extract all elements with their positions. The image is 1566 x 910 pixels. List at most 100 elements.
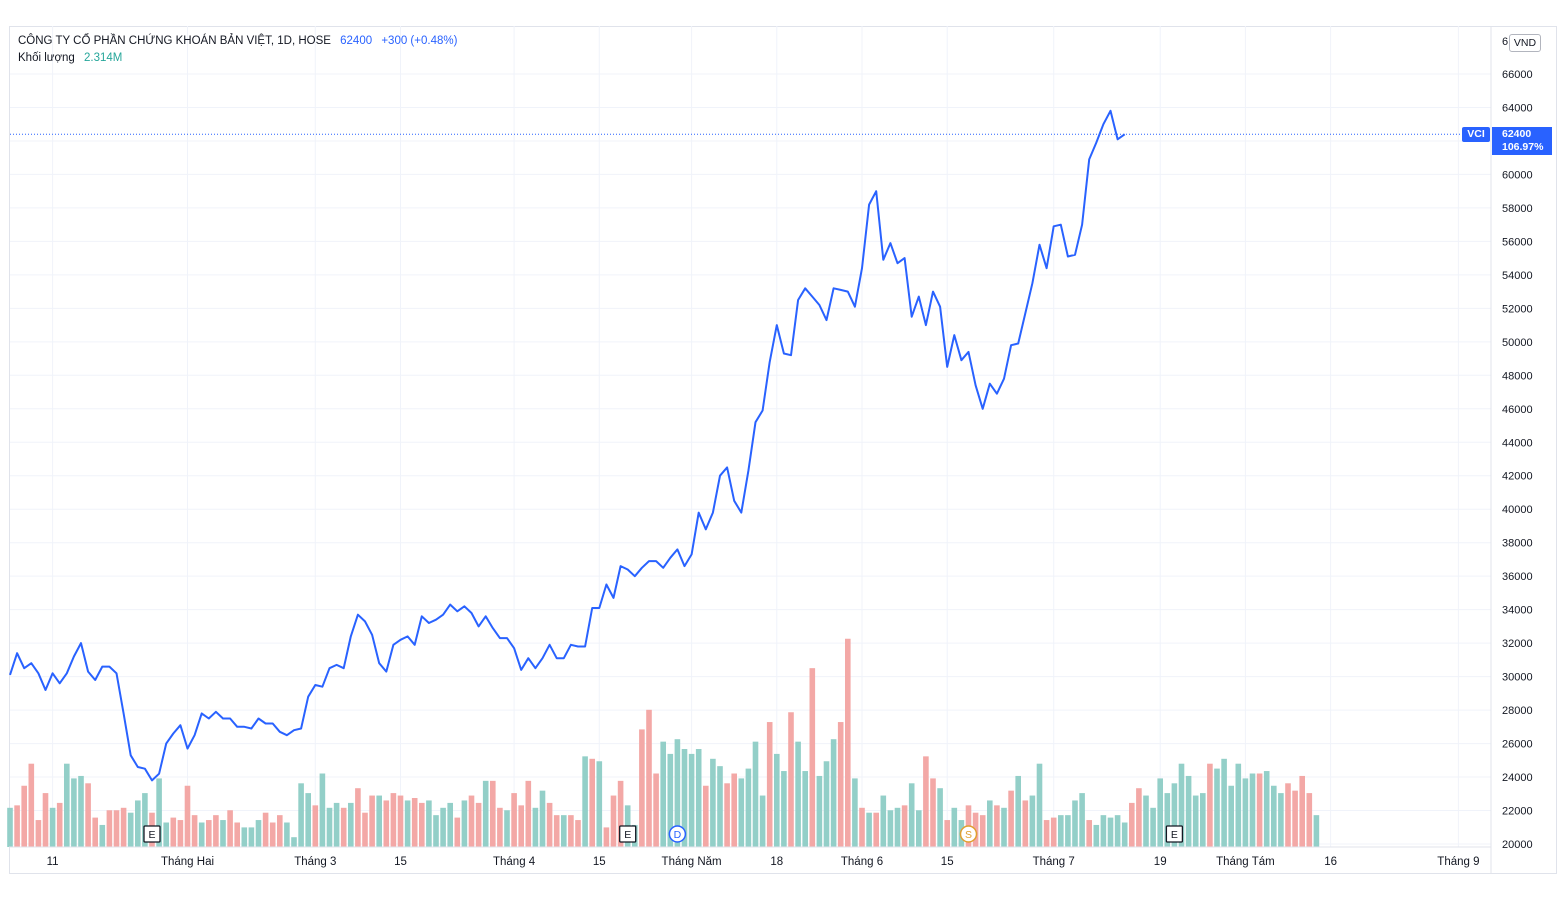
volume-bar: [362, 813, 368, 847]
volume-bar: [1001, 808, 1007, 847]
volume-bar: [1228, 786, 1234, 847]
volume-bar: [483, 781, 489, 847]
volume-bar: [1108, 818, 1114, 847]
legend-volume-label: Khối lượng: [18, 52, 75, 64]
volume-bar: [689, 754, 695, 847]
y-tick-label: 24000: [1502, 772, 1533, 784]
volume-bar: [1257, 774, 1263, 848]
volume-bar: [888, 810, 894, 847]
x-tick-label: Tháng Năm: [662, 856, 722, 868]
volume-bar: [1214, 769, 1220, 847]
x-tick-label: 15: [394, 856, 407, 868]
volume-bar: [192, 815, 198, 847]
volume-bar: [795, 742, 801, 847]
volume-bar: [476, 803, 482, 847]
volume-bar: [263, 813, 269, 847]
volume-bar: [320, 774, 326, 848]
volume-bar: [256, 820, 262, 847]
volume-bar: [760, 796, 766, 847]
volume-bar: [767, 722, 773, 847]
volume-bar: [1278, 793, 1284, 847]
volume-bar: [1030, 796, 1036, 847]
volume-bar: [334, 803, 340, 847]
last-price-percent: 106.97%: [1502, 141, 1552, 154]
event-marker-label: E: [624, 829, 631, 841]
volume-bar: [171, 818, 177, 847]
volume-bar: [348, 803, 354, 847]
volume-bar: [866, 813, 872, 847]
volume-bar: [14, 805, 20, 847]
legend-change: +300 (+0.48%): [381, 35, 457, 47]
volume-bar: [774, 754, 780, 847]
currency-badge[interactable]: VND: [1509, 34, 1541, 52]
volume-bar: [1051, 818, 1057, 847]
volume-bar: [440, 808, 446, 847]
volume-bar: [724, 783, 730, 847]
volume-bar: [7, 808, 13, 847]
event-marker-earnings[interactable]: E: [620, 826, 636, 842]
y-tick-label: 34000: [1502, 605, 1533, 617]
volume-bar: [249, 827, 255, 847]
volume-bar: [660, 742, 666, 847]
volume-bar: [753, 742, 759, 847]
event-marker-earnings[interactable]: E: [1166, 826, 1182, 842]
volume-bar: [462, 800, 468, 847]
volume-bar: [852, 778, 858, 847]
volume-bar: [980, 815, 986, 847]
volume-bar: [1129, 803, 1135, 847]
event-marker-dividend[interactable]: D: [669, 826, 685, 842]
volume-bar: [1122, 823, 1128, 848]
volume-bar: [810, 668, 816, 847]
volume-bar: [1307, 793, 1313, 847]
volume-bar: [1207, 764, 1213, 847]
event-marker-split[interactable]: S: [961, 826, 977, 842]
volume-bar: [902, 805, 908, 847]
volume-bar: [57, 803, 63, 847]
legend-volume-value: 2.314M: [84, 52, 122, 64]
x-tick-label: Tháng 9: [1437, 856, 1479, 868]
volume-bar: [582, 756, 588, 847]
volume-bar: [1101, 815, 1107, 847]
volume-bar: [824, 761, 830, 847]
x-tick-label: Tháng 7: [1033, 856, 1075, 868]
x-tick-label: 11: [47, 856, 59, 868]
y-tick-label: 54000: [1502, 270, 1533, 282]
volume-bar: [419, 803, 425, 847]
volume-bar: [1250, 774, 1256, 848]
volume-bar: [952, 808, 958, 847]
volume-bar: [994, 805, 1000, 847]
volume-bar: [92, 818, 98, 847]
volume-bar: [85, 783, 91, 847]
volume-bar: [937, 788, 943, 847]
volume-bar: [433, 815, 439, 847]
volume-bar: [568, 815, 574, 847]
volume-bar: [1221, 759, 1227, 847]
volume-bar: [838, 722, 844, 847]
volume-bar: [540, 791, 546, 847]
price-line: [10, 111, 1125, 781]
volume-bar: [114, 810, 120, 847]
volume-bar: [405, 800, 411, 847]
volume-bar: [213, 815, 219, 847]
volume-bar: [277, 815, 283, 847]
legend-price: 62400: [340, 35, 372, 47]
volume-bar: [859, 808, 865, 847]
volume-bar: [1058, 815, 1064, 847]
y-tick-label: 50000: [1502, 337, 1533, 349]
volume-bar: [518, 805, 524, 847]
volume-bar: [909, 783, 915, 847]
event-marker-earnings[interactable]: E: [144, 826, 160, 842]
price-chart[interactable]: EEDSE 2000022000240002600028000300003200…: [0, 0, 1566, 910]
volume-bar: [327, 808, 333, 847]
volume-bar: [746, 769, 752, 847]
event-marker-label: E: [1171, 829, 1178, 841]
volume-bar: [1008, 791, 1014, 847]
volume-bar: [455, 818, 461, 847]
y-tick-label: 32000: [1502, 638, 1533, 650]
volume-bar: [504, 810, 510, 847]
volume-bar: [234, 823, 240, 848]
volume-bar: [895, 808, 901, 847]
price-axis: 20000 22000 24000 26000 28000 30000 32000 34000…: [1502, 36, 1533, 851]
volume-bar: [21, 786, 27, 847]
volume-bar: [611, 796, 617, 847]
